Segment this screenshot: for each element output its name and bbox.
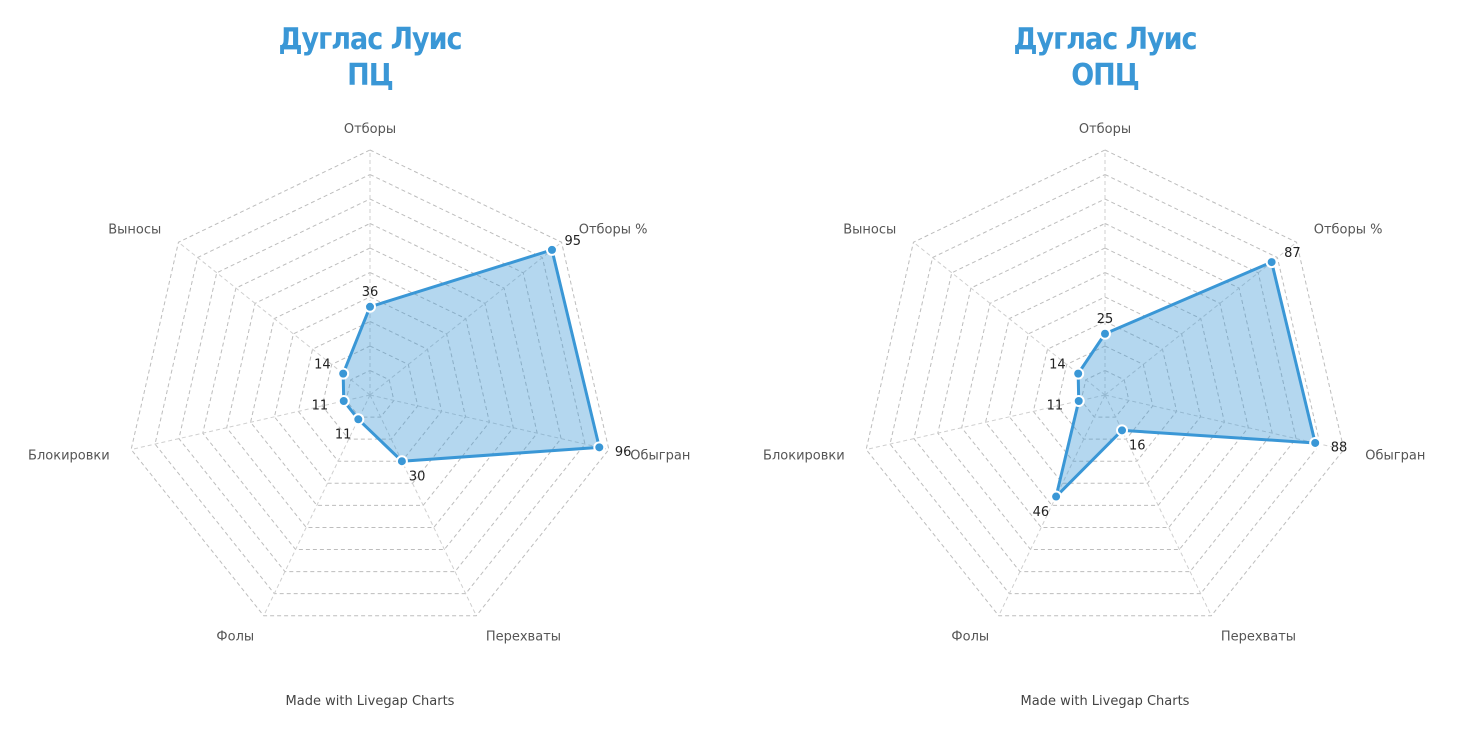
data-label: 11: [1047, 399, 1064, 414]
grid-ring: [1008, 296, 1202, 484]
grid-ring: [345, 369, 395, 418]
axis-label: Выносы: [108, 223, 161, 238]
axis-label: Обыгран: [1365, 448, 1425, 463]
grid-ring: [961, 247, 1249, 528]
data-point: [364, 300, 376, 313]
data-label: 11: [312, 399, 329, 414]
grid-spoke: [1104, 394, 1212, 616]
radar-panel-opc: Дуглас Луис ОПЦ Отборы Отборы % Обыгран Пер…: [735, 0, 1460, 756]
grid-ring: [985, 271, 1225, 506]
radar-panel-pc: Дуглас Луис ПЦ Отборы Отборы % Обыгран Пере…: [28, 22, 690, 709]
axis-label: Фолы: [216, 630, 254, 645]
grid-ring: [226, 247, 514, 528]
grid-spoke: [913, 241, 1106, 396]
chart-title-line-2: ОПЦ: [1071, 58, 1140, 93]
grid-ring: [937, 222, 1273, 551]
data-point: [545, 243, 558, 256]
grid-spoke: [998, 394, 1106, 616]
data-label: 11: [335, 428, 352, 443]
data-label: 14: [314, 358, 331, 373]
grid-ring: [178, 198, 562, 573]
chart-title-line-1: Дуглас Луис: [278, 22, 462, 57]
radar-chart: Отборы Отборы % Обыгран Перехваты Фолы Блокир…: [28, 122, 690, 645]
grid-ring: [273, 296, 467, 484]
chart-title-line-2: ПЦ: [347, 58, 394, 93]
data-label: 14: [1049, 358, 1066, 373]
grid-spoke: [1104, 241, 1297, 396]
grid-spoke: [178, 241, 371, 396]
credit-text[interactable]: Made with Livegap Charts: [1020, 694, 1190, 709]
data-point: [337, 394, 350, 407]
data-label: 16: [1129, 439, 1146, 454]
grid-ring: [913, 198, 1297, 573]
grid-spoke: [369, 394, 609, 451]
axis-label: Перехваты: [1221, 630, 1296, 645]
grid-ring: [889, 173, 1321, 595]
data-point: [1072, 367, 1085, 380]
grid-ring: [1056, 345, 1154, 440]
grid-spoke: [263, 394, 371, 616]
data-point: [1116, 424, 1129, 437]
chart-title: Дуглас Луис ОПЦ: [735, 22, 1460, 94]
grid-ring: [321, 345, 419, 440]
data-label: 87: [1284, 246, 1301, 261]
grid-spoke: [369, 394, 477, 616]
data-point: [1309, 436, 1322, 449]
axis-label: Отборы %: [579, 223, 648, 238]
data-point: [1072, 394, 1085, 407]
data-point: [593, 441, 606, 454]
axis-label: Выносы: [843, 223, 896, 238]
data-label: 36: [362, 285, 379, 300]
series-area: [341, 248, 601, 463]
data-point: [352, 413, 365, 426]
axis-label: Фолы: [951, 630, 989, 645]
data-point: [337, 367, 350, 380]
axis-label: Отборы: [344, 122, 396, 137]
data-point: [1050, 490, 1063, 503]
grid-ring: [154, 173, 586, 595]
data-point: [1265, 256, 1278, 269]
grid-ring: [1032, 320, 1178, 462]
credit-text[interactable]: Made with Livegap Charts: [285, 694, 455, 709]
data-label: 25: [1097, 312, 1114, 327]
data-point: [1099, 327, 1111, 340]
axis-label: Блокировки: [763, 448, 845, 463]
grid-ring: [202, 222, 538, 551]
data-label: 95: [564, 234, 581, 249]
grid-ring: [297, 320, 443, 462]
data-label: 88: [1331, 441, 1348, 456]
grid-spoke: [1104, 394, 1344, 451]
data-label: 46: [1033, 505, 1050, 520]
radar-chart: Отборы Отборы % Обыгран Перехваты Фолы Блокир…: [763, 122, 1425, 645]
grid-ring: [130, 149, 610, 617]
axis-label: Отборы %: [1314, 223, 1383, 238]
grid-spoke: [866, 394, 1106, 451]
axis-label: Отборы: [1079, 122, 1131, 137]
data-label: 96: [615, 445, 632, 460]
grid-spoke: [131, 394, 371, 451]
grid-ring: [250, 271, 490, 506]
grid-spoke: [369, 241, 562, 396]
data-point: [395, 455, 408, 468]
axis-label: Обыгран: [630, 448, 690, 463]
data-label: 30: [409, 470, 426, 485]
grid-ring: [1080, 369, 1130, 418]
grid-ring: [865, 149, 1345, 617]
chart-title-line-1: Дуглас Луис: [1013, 22, 1197, 57]
chart-title: Дуглас Луис ПЦ: [0, 22, 740, 94]
axis-label: Блокировки: [28, 448, 110, 463]
axis-label: Перехваты: [486, 630, 561, 645]
